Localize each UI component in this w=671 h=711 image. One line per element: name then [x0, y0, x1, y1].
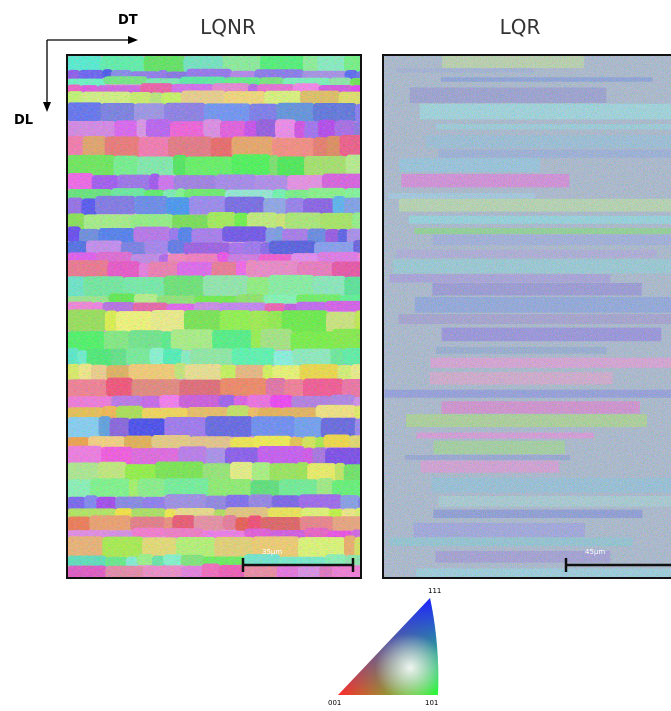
scale-bar-label: 35μm: [262, 548, 282, 556]
figure: LQNR LQR DT DL 35μm 45μm 111 001 101: [0, 0, 671, 711]
grain-noise: [383, 55, 671, 578]
legend-label: 111: [428, 587, 441, 595]
scale-bar-label: 45μm: [585, 548, 605, 556]
legend-label: 001: [328, 699, 341, 707]
axis-label: DT: [118, 13, 138, 28]
ebsd-map-lqr: [383, 55, 671, 579]
grain-noise: [67, 55, 361, 578]
panel-title: LQNR: [200, 15, 256, 39]
panel-title: LQR: [500, 15, 541, 39]
axis-label: DL: [14, 113, 33, 128]
legend-label: 101: [425, 699, 438, 707]
ebsd-map-lqnr: [67, 54, 408, 583]
page: LQNR LQR DT DL 35μm 45μm 111 001 101 (()…: [0, 0, 671, 711]
ipf-legend: [338, 598, 438, 695]
